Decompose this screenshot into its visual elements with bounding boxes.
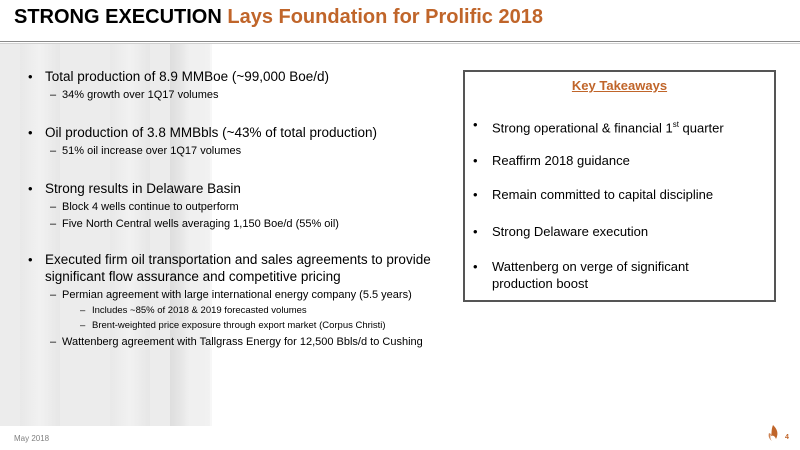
takeaway-text-line1: Wattenberg on verge of significant: [492, 259, 689, 274]
sub-bullet-item: – Block 4 wells continue to outperform: [28, 200, 478, 214]
dash-marker: –: [50, 289, 57, 301]
sub-bullet-item: – 51% oil increase over 1Q17 volumes: [28, 144, 478, 158]
sub-bullet-item: – Five North Central wells averaging 1,1…: [28, 217, 478, 231]
dash-marker: –: [80, 320, 86, 331]
takeaway-text-line2: production boost: [492, 276, 589, 291]
takeaway-item: • Reaffirm 2018 guidance: [473, 152, 766, 169]
title-divider-light: [0, 43, 800, 44]
bullet-marker: •: [28, 69, 33, 84]
title-accent: Lays Foundation for Prolific 2018: [227, 6, 543, 28]
takeaway-text: Strong operational & financial 1: [492, 120, 673, 136]
bullet-marker: •: [473, 187, 478, 202]
key-takeaways-title: Key Takeaways: [571, 78, 668, 93]
bullet-item: • Total production of 8.9 MMBoe (~99,000…: [28, 68, 478, 85]
dash-marker: –: [50, 145, 57, 157]
bullet-marker: •: [28, 125, 33, 140]
dash-marker: –: [50, 89, 57, 101]
sub-sub-bullet-item: – Includes ~85% of 2018 & 2019 forecaste…: [28, 305, 478, 317]
bullet-marker: •: [28, 181, 33, 196]
decorative-background-panel: [0, 44, 212, 426]
sub-bullet-text: Permian agreement with large internation…: [62, 289, 412, 301]
takeaway-item: • Strong Delaware execution: [473, 223, 766, 240]
sub-bullet-text: Five North Central wells averaging 1,150…: [62, 218, 339, 230]
dash-marker: –: [50, 201, 57, 213]
bullet-item: • Strong results in Delaware Basin: [28, 180, 478, 197]
takeaway-text: Strong Delaware execution: [492, 224, 649, 239]
sub-sub-bullet-item: – Brent-weighted price exposure through …: [28, 320, 478, 332]
takeaway-text: Remain committed to capital discipline: [492, 187, 714, 202]
sub-bullet-text: 51% oil increase over 1Q17 volumes: [62, 145, 242, 157]
dash-marker: –: [50, 218, 57, 230]
sub-sub-bullet-text: Brent-weighted price exposure through ex…: [92, 320, 386, 331]
takeaway-text-suffix: quarter: [678, 120, 724, 136]
bullet-text-line2: significant flow assurance and competiti…: [45, 269, 341, 284]
bullet-marker: •: [28, 252, 33, 267]
sub-bullet-item: – Wattenberg agreement with Tallgrass En…: [28, 335, 478, 349]
takeaway-item: • Wattenberg on verge of significant pro…: [473, 258, 766, 292]
dash-marker: –: [80, 305, 86, 316]
bullet-text-line1: Executed firm oil transportation and sal…: [45, 252, 431, 267]
bullet-text: Strong results in Delaware Basin: [45, 181, 241, 196]
takeaway-item: • Remain committed to capital discipline: [473, 186, 766, 203]
title-divider: [0, 41, 800, 42]
bullet-list: • Total production of 8.9 MMBoe (~99,000…: [28, 68, 478, 349]
bullet-text: Total production of 8.9 MMBoe (~99,000 B…: [45, 69, 330, 84]
title-bold: STRONG EXECUTION: [14, 6, 222, 28]
takeaway-item: • Strong operational & financial 1st qua…: [473, 116, 766, 136]
sub-sub-bullet-text: Includes ~85% of 2018 & 2019 forecasted …: [92, 305, 307, 316]
sub-bullet-item: – Permian agreement with large internati…: [28, 288, 478, 302]
company-logo-icon: [768, 425, 778, 441]
bullet-item: • Oil production of 3.8 MMBbls (~43% of …: [28, 124, 478, 141]
takeaway-text: Reaffirm 2018 guidance: [492, 153, 630, 168]
bullet-marker: •: [473, 259, 478, 274]
sub-bullet-item: – 34% growth over 1Q17 volumes: [28, 88, 478, 102]
bullet-marker: •: [473, 117, 478, 132]
takeaway-superscript: st: [672, 120, 679, 129]
bullet-item: • Executed firm oil transportation and s…: [28, 251, 478, 285]
dash-marker: –: [50, 336, 57, 348]
slide-title: STRONG EXECUTION Lays Foundation for Pro…: [14, 6, 543, 29]
sub-bullet-text: Block 4 wells continue to outperform: [62, 201, 239, 213]
key-takeaways-box: Key Takeaways • Strong operational & fin…: [463, 70, 776, 302]
sub-bullet-text: 34% growth over 1Q17 volumes: [62, 89, 219, 101]
page-number: 4: [785, 434, 789, 441]
bullet-marker: •: [473, 224, 478, 239]
bullet-marker: •: [473, 153, 478, 168]
bullet-text: Oil production of 3.8 MMBbls (~43% of to…: [45, 125, 378, 140]
sub-bullet-text: Wattenberg agreement with Tallgrass Ener…: [62, 336, 423, 348]
footer-date: May 2018: [14, 434, 50, 443]
